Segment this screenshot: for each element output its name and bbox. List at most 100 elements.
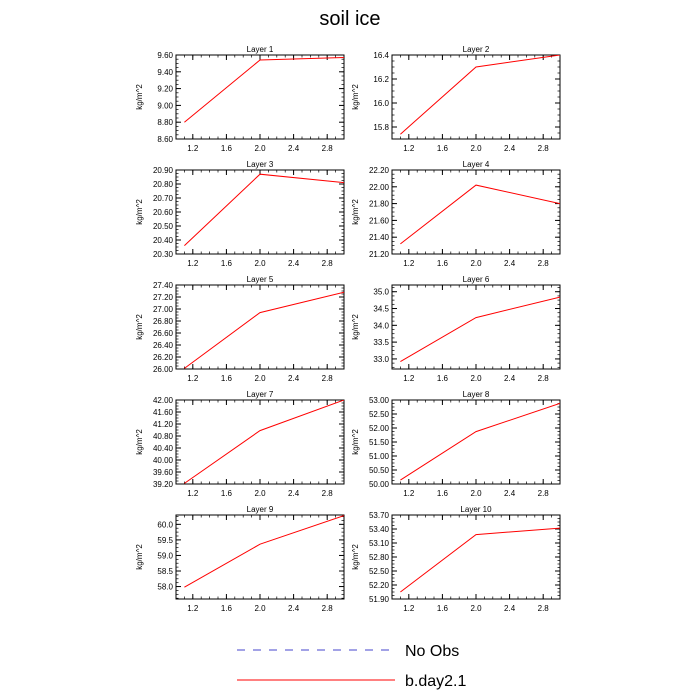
plot-frame: [391, 399, 561, 485]
y-tick-label: 16.2: [373, 75, 389, 84]
x-tick-label: 2.8: [322, 489, 334, 498]
y-tick-label: 58.5: [157, 567, 173, 576]
y-tick-label: 20.60: [153, 208, 174, 217]
y-tick-label: 26.20: [153, 353, 174, 362]
x-tick-label: 1.2: [187, 374, 199, 383]
y-tick-label: 20.80: [153, 180, 174, 189]
y-tick-label: 16.4: [373, 51, 389, 60]
x-tick-label: 2.8: [322, 259, 334, 268]
series-line-b-day2-1: [400, 184, 560, 245]
y-tick-label: 42.00: [153, 396, 174, 405]
plot-frame: [391, 514, 561, 600]
y-tick-label: 20.50: [153, 222, 174, 231]
y-tick-label: 26.60: [153, 329, 174, 338]
x-tick-label: 2.0: [254, 604, 266, 613]
panel-layer-6: Layer 6 kg/m^2 1.2 1.6 2.0 2.4 2.8 33.0 33.5 34.0…: [351, 275, 561, 383]
y-tick-label: 34.5: [373, 305, 389, 314]
y-tick-label: 27.20: [153, 293, 174, 302]
x-tick-label: 2.4: [504, 604, 516, 613]
series-line-b-day2-1: [400, 402, 560, 481]
y-axis-label: kg/m^2: [135, 84, 144, 110]
y-tick-label: 60.0: [157, 520, 173, 529]
y-axis-label: kg/m^2: [351, 199, 360, 225]
y-tick-label: 9.60: [157, 51, 173, 60]
y-tick-label: 26.80: [153, 317, 174, 326]
series-line-b-day2-1: [184, 291, 344, 369]
y-tick-label: 9.20: [157, 85, 173, 94]
x-tick-label: 2.8: [538, 604, 550, 613]
y-tick-label: 22.20: [369, 166, 390, 175]
y-tick-label: 40.40: [153, 444, 174, 453]
y-tick-label: 50.50: [369, 466, 390, 475]
y-tick-label: 20.40: [153, 236, 174, 245]
panel-title: Layer 2: [463, 45, 490, 54]
y-tick-label: 40.00: [153, 456, 174, 465]
x-tick-label: 1.6: [437, 374, 449, 383]
series-line-b-day2-1: [400, 55, 560, 135]
x-tick-label: 2.8: [538, 374, 550, 383]
panel-layer-10: Layer 10 kg/m^2 1.2 1.6 2.0 2.4 2.8 51.90 52.20 5…: [351, 505, 561, 613]
panel-title: Layer 6: [463, 275, 490, 284]
y-tick-label: 35.0: [373, 288, 389, 297]
y-axis-label: kg/m^2: [351, 84, 360, 110]
y-tick-label: 39.60: [153, 468, 174, 477]
panel-layer-5: Layer 5 kg/m^2 1.2 1.6 2.0 2.4 2.8 26.00 26.20 26…: [135, 275, 345, 383]
y-axis-label: kg/m^2: [351, 314, 360, 340]
panel-title: Layer 7: [247, 390, 274, 399]
panel-title: Layer 9: [247, 505, 274, 514]
x-tick-label: 2.8: [538, 489, 550, 498]
x-tick-label: 1.6: [221, 144, 233, 153]
panel-layer-2: Layer 2 kg/m^2 1.2 1.6 2.0 2.4 2.8 15.8 16.0 16.2…: [351, 45, 561, 153]
y-tick-label: 27.00: [153, 305, 174, 314]
y-tick-label: 53.10: [369, 539, 390, 548]
x-tick-label: 2.0: [470, 489, 482, 498]
x-tick-label: 2.0: [470, 604, 482, 613]
y-tick-label: 58.0: [157, 583, 173, 592]
x-tick-label: 2.8: [538, 259, 550, 268]
x-tick-label: 1.2: [403, 259, 415, 268]
x-tick-label: 2.8: [322, 374, 334, 383]
y-tick-label: 9.40: [157, 68, 173, 77]
y-tick-label: 33.5: [373, 338, 389, 347]
y-tick-label: 51.00: [369, 452, 390, 461]
y-tick-label: 21.60: [369, 216, 390, 225]
x-tick-label: 1.6: [221, 259, 233, 268]
x-tick-label: 2.0: [254, 374, 266, 383]
panel-layer-3: Layer 3 kg/m^2 1.2 1.6 2.0 2.4 2.8 20.30 20.40 20…: [135, 160, 345, 268]
x-tick-label: 2.0: [254, 144, 266, 153]
y-tick-label: 52.20: [369, 581, 390, 590]
y-tick-label: 52.80: [369, 553, 390, 562]
series-line-b-day2-1: [184, 400, 344, 484]
x-tick-label: 2.4: [504, 489, 516, 498]
y-tick-label: 20.30: [153, 250, 174, 259]
y-tick-label: 52.50: [369, 567, 390, 576]
x-tick-label: 2.0: [254, 259, 266, 268]
panel-title: Layer 1: [247, 45, 274, 54]
panel-layer-8: Layer 8 kg/m^2 1.2 1.6 2.0 2.4 2.8 50.00 50.50 51…: [351, 390, 561, 498]
y-tick-label: 22.00: [369, 183, 390, 192]
y-tick-label: 59.0: [157, 551, 173, 560]
y-axis-label: kg/m^2: [135, 314, 144, 340]
y-tick-label: 21.20: [369, 250, 390, 259]
y-tick-label: 20.90: [153, 166, 174, 175]
y-tick-label: 53.00: [369, 396, 390, 405]
y-tick-label: 21.80: [369, 200, 390, 209]
y-tick-label: 20.70: [153, 194, 174, 203]
plot-frame: [175, 514, 345, 600]
series-line-b-day2-1: [184, 173, 344, 246]
x-tick-label: 2.8: [322, 144, 334, 153]
x-tick-label: 2.0: [470, 144, 482, 153]
y-tick-label: 27.40: [153, 281, 174, 290]
x-tick-label: 2.4: [288, 489, 300, 498]
x-tick-label: 2.4: [288, 144, 300, 153]
x-tick-label: 1.6: [221, 489, 233, 498]
x-tick-label: 1.2: [403, 144, 415, 153]
x-tick-label: 2.4: [288, 374, 300, 383]
series-line-b-day2-1: [184, 515, 344, 588]
y-axis-label: kg/m^2: [135, 544, 144, 570]
panel-title: Layer 10: [460, 505, 492, 514]
y-tick-label: 51.90: [369, 595, 390, 604]
x-tick-label: 2.4: [288, 604, 300, 613]
panel-title: Layer 3: [247, 160, 274, 169]
